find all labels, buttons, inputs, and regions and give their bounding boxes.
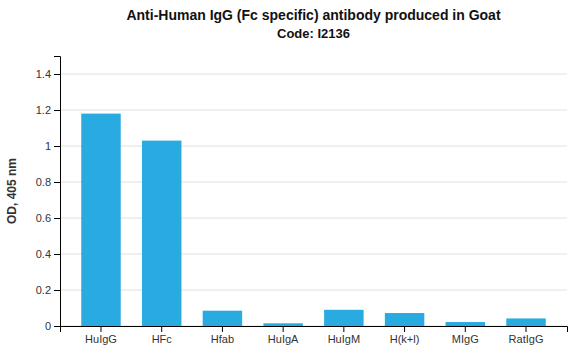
tick-label: HFc: [152, 333, 173, 345]
bar: [142, 141, 181, 326]
tick-label: H(k+l): [390, 333, 420, 345]
tick-mark: [54, 326, 60, 327]
tick: HuIgA: [268, 326, 299, 345]
grid-line: [60, 146, 567, 147]
tick-label: 0.6: [36, 212, 51, 224]
bar: [263, 323, 302, 326]
tick-mark: [54, 218, 60, 219]
tick-mark: [54, 74, 60, 75]
grid: [60, 74, 567, 326]
chart: 00.20.40.60.811.21.4HuIgGHFcHfabHuIgAHuI…: [0, 0, 583, 360]
axis-line: [54, 57, 61, 327]
tick: 0.8: [36, 176, 60, 188]
bars: [81, 114, 545, 326]
tick: 0: [45, 320, 60, 332]
tick: HuIgG: [85, 326, 117, 345]
tick-mark: [222, 326, 223, 332]
tick-label: 1.4: [36, 68, 51, 80]
grid-line: [60, 74, 567, 75]
tick-label: 0.8: [36, 176, 51, 188]
bar: [324, 310, 363, 326]
grid-line: [60, 218, 567, 219]
grid-line: [60, 182, 567, 183]
tick-label: HuIgM: [328, 333, 360, 345]
chart-container: 00.20.40.60.811.21.4HuIgGHFcHfabHuIgAHuI…: [0, 0, 583, 360]
grid-line: [60, 110, 567, 111]
title: Anti-Human IgG (Fc specific) antibody pr…: [126, 7, 500, 23]
tick-mark: [404, 326, 405, 332]
tick-mark: [343, 326, 344, 332]
tick-label: RatIgG: [509, 333, 544, 345]
tick-label: HuIgA: [268, 333, 299, 345]
bar: [446, 322, 485, 326]
y-axis: 0 0.2 0.4 0.6 0.8 1 1.2 1.4: [36, 57, 61, 333]
tick: HFc: [152, 326, 173, 345]
tick-mark: [54, 290, 60, 291]
tick-mark: [54, 182, 60, 183]
tick-mark: [54, 254, 60, 255]
grid-line: [60, 254, 567, 255]
tick: 0.2: [36, 284, 60, 296]
y-axis-title: OD, 405 nm: [5, 158, 19, 224]
tick: 0.4: [36, 248, 60, 260]
tick-mark: [54, 110, 60, 111]
tick-label: 1: [45, 140, 51, 152]
bar: [385, 313, 424, 326]
axis-line: [61, 327, 568, 333]
tick-mark: [54, 146, 60, 147]
bar: [81, 114, 120, 326]
tick-label: 0.4: [36, 248, 51, 260]
tick: MIgG: [452, 326, 479, 345]
tick-label: HuIgG: [85, 333, 117, 345]
tick-label: MIgG: [452, 333, 479, 345]
tick: HuIgM: [328, 326, 360, 345]
tick-label: 0.2: [36, 284, 51, 296]
tick: 0.6: [36, 212, 60, 224]
subtitle: Code: I2136: [277, 26, 350, 41]
tick-label: 0: [45, 320, 51, 332]
tick: 1.4: [36, 68, 60, 80]
tick-mark: [283, 326, 284, 332]
tick: 1: [45, 140, 60, 152]
tick-mark: [465, 326, 466, 332]
tick-mark: [526, 326, 527, 332]
tick-label: Hfab: [211, 333, 234, 345]
bar: [203, 311, 242, 326]
tick: H(k+l): [390, 326, 420, 345]
grid-line: [60, 290, 567, 291]
tick: 1.2: [36, 104, 60, 116]
tick: RatIgG: [509, 326, 544, 345]
bar: [506, 318, 545, 326]
x-axis: HuIgG HFc Hfab HuIgA HuIgM H(k+l) MIgG RatIgG: [61, 326, 568, 345]
tick-mark: [100, 326, 101, 332]
tick: Hfab: [211, 326, 234, 345]
plot: 00.20.40.60.811.21.4HuIgGHFcHfabHuIgAHuI…: [36, 57, 568, 345]
tick-label: 1.2: [36, 104, 51, 116]
tick-mark: [161, 326, 162, 332]
